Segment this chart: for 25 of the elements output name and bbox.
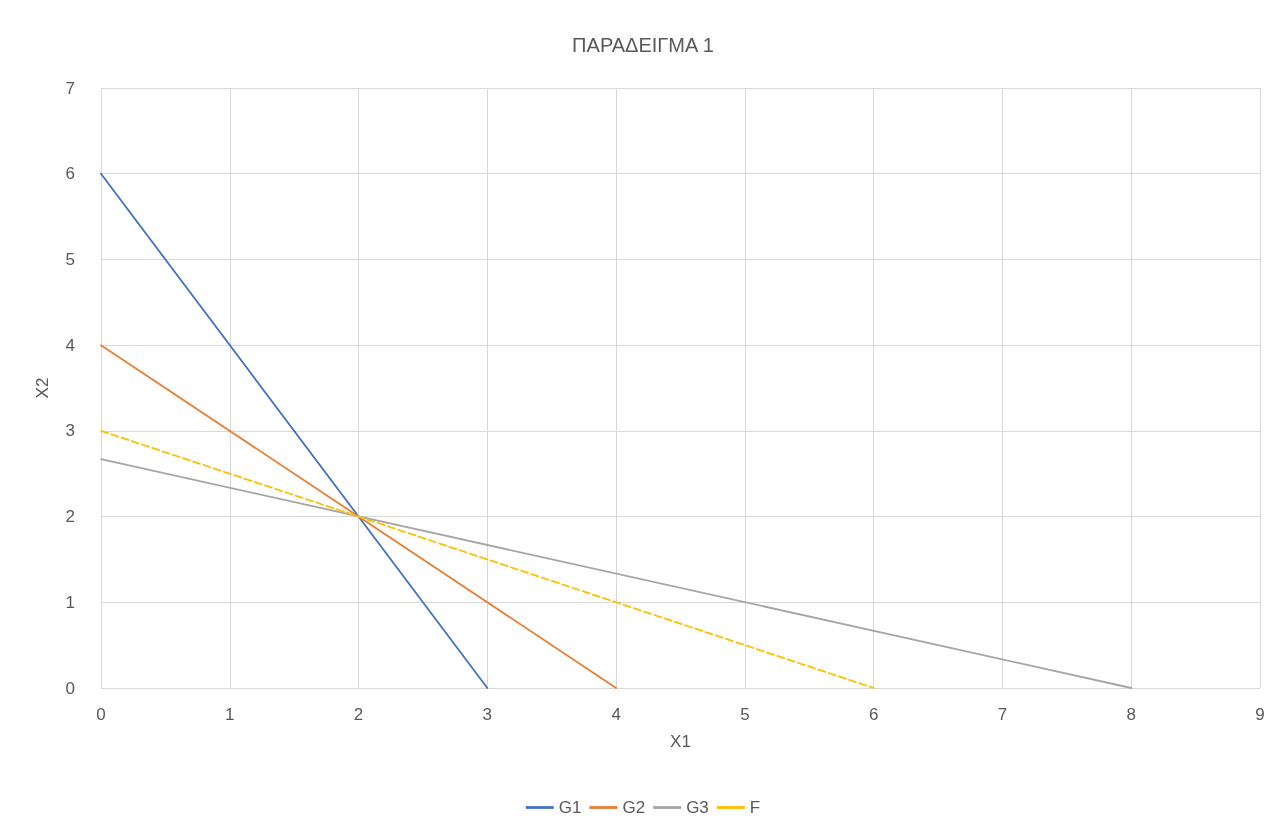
legend-label: F <box>749 798 761 817</box>
legend-label: G1 <box>558 798 582 817</box>
y-tick-label: 5 <box>65 249 75 269</box>
y-tick-label: 7 <box>65 78 75 98</box>
x-tick-label: 6 <box>868 705 879 724</box>
x-tick-label: 3 <box>482 705 493 724</box>
y-tick-label: 3 <box>65 421 75 441</box>
y-tick-label: 4 <box>65 335 75 355</box>
x-tick-label: 5 <box>740 705 750 724</box>
y-axis-title: X2 <box>33 377 52 399</box>
legend-label: G3 <box>686 798 709 817</box>
y-tick-label: 0 <box>65 678 75 698</box>
y-tick-label: 2 <box>65 507 75 527</box>
x-tick-label: 9 <box>1255 705 1265 724</box>
x-tick-label: 2 <box>353 705 364 724</box>
y-tick-label: 1 <box>65 592 75 612</box>
chart-title: ΠΑΡΑΔΕΙΓΜΑ 1 <box>572 34 714 56</box>
x-tick-label: 0 <box>96 705 106 724</box>
x-tick-label: 7 <box>997 705 1008 724</box>
x-tick-label: 1 <box>225 705 235 724</box>
x-tick-label: 8 <box>1126 705 1136 724</box>
y-tick-label: 6 <box>65 164 75 184</box>
x-axis-title: X1 <box>670 732 691 751</box>
legend-label: G2 <box>622 798 646 817</box>
x-tick-label: 4 <box>611 705 621 724</box>
